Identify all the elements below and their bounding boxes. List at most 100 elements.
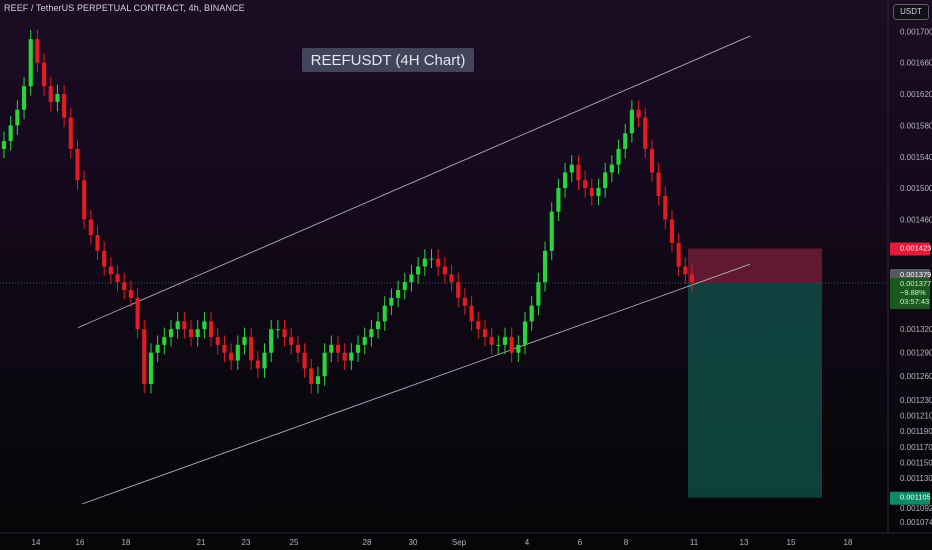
candle-body	[442, 266, 447, 275]
channel-lower-line	[81, 263, 751, 505]
candle-body	[569, 164, 574, 173]
candle-body	[429, 258, 434, 260]
candle-body	[369, 329, 374, 338]
candle-body	[389, 297, 394, 306]
candle-body	[282, 329, 287, 338]
candle-body	[108, 266, 113, 275]
take-profit-price-label-bg	[890, 491, 930, 505]
candle-body	[643, 117, 648, 149]
candle-body	[456, 282, 461, 298]
candle-body	[362, 337, 367, 345]
y-tick-label: 0.001230	[900, 396, 932, 405]
x-tick-label: 4	[525, 538, 530, 547]
x-tick-label: 18	[122, 538, 131, 547]
candle-body	[382, 305, 387, 322]
y-tick-label: 0.001260	[900, 372, 932, 381]
candle-body	[355, 344, 361, 353]
y-tick-label: 0.001500	[900, 184, 932, 193]
candle-body	[616, 148, 621, 165]
candle-body	[142, 329, 147, 385]
candle-body	[315, 376, 321, 385]
candle-body	[1, 141, 7, 149]
candle-body	[576, 164, 581, 181]
candle-body	[75, 148, 80, 181]
candle-body	[322, 352, 327, 377]
candle-body	[476, 321, 481, 330]
chart-title-box	[302, 48, 474, 72]
candle-body	[8, 125, 13, 142]
x-tick-label: 25	[290, 538, 299, 547]
candle-body	[302, 352, 307, 369]
candle-body	[148, 352, 154, 385]
x-tick-label: 13	[740, 538, 749, 547]
current-price-label-bg	[890, 277, 930, 309]
candle-body	[676, 242, 681, 267]
candle-body	[62, 94, 67, 118]
y-tick-label: 0.001092	[900, 504, 932, 513]
y-tick-label: 0.001190	[900, 427, 932, 436]
candle-body	[162, 337, 167, 345]
candle-body	[469, 305, 474, 322]
candle-body	[21, 86, 27, 110]
candle-body	[35, 39, 40, 63]
stop-loss-zone	[688, 248, 822, 283]
candle-body	[229, 352, 234, 361]
x-tick-label: 8	[624, 538, 629, 547]
candle-body	[95, 235, 100, 251]
candle-body	[589, 188, 594, 196]
candle-body	[629, 109, 634, 134]
candle-body	[82, 180, 87, 220]
candle-body	[683, 266, 688, 275]
y-tick-label: 0.001700	[900, 27, 932, 36]
candle-body	[329, 344, 334, 353]
current-price-label: 03:57:43	[900, 297, 929, 306]
candle-body	[208, 321, 214, 338]
candle-body	[155, 344, 160, 353]
candle-body	[375, 321, 381, 330]
candle-body	[242, 337, 247, 345]
candle-body	[335, 344, 341, 353]
y-tick-label: 0.001460	[900, 215, 932, 224]
candle-body	[496, 344, 501, 346]
x-tick-label: 14	[32, 538, 41, 547]
candle-body	[222, 344, 227, 353]
candle-body	[115, 274, 120, 283]
y-tick-label: 0.001130	[900, 474, 932, 483]
candle-body	[529, 305, 534, 322]
candle-body	[182, 321, 187, 330]
x-tick-label: 6	[578, 538, 583, 547]
candle-body	[175, 321, 180, 330]
candle-body	[262, 352, 267, 369]
current-price-label: −9.88%	[900, 288, 926, 297]
y-tick-label: 0.001210	[900, 411, 932, 420]
candle-body	[195, 329, 200, 338]
candle-body	[556, 188, 561, 212]
y-tick-label: 0.001540	[900, 153, 932, 162]
candle-body	[289, 337, 294, 345]
candle-body	[636, 109, 641, 118]
candle-body	[42, 62, 47, 87]
x-tick-label: 11	[690, 538, 699, 547]
candle-body	[516, 344, 521, 353]
candle-body	[202, 321, 207, 330]
y-tick-label: 0.001170	[900, 443, 932, 452]
y-tick-label: 0.001074	[900, 518, 932, 527]
candle-body	[135, 297, 140, 330]
candle-body	[188, 329, 194, 338]
candle-body	[422, 258, 427, 267]
candle-body	[522, 321, 528, 345]
currency-button[interactable]: USDT	[893, 4, 929, 20]
stop-loss-price-label: 0.001423	[900, 243, 931, 252]
y-tick-label: 0.001620	[900, 90, 932, 99]
candle-body	[349, 352, 354, 361]
x-tick-label: 23	[242, 538, 251, 547]
candle-body	[235, 344, 240, 361]
candle-body	[563, 172, 568, 189]
take-profit-price-label: 0.001105	[900, 493, 931, 502]
candle-body	[462, 297, 467, 306]
take-profit-zone	[688, 282, 822, 498]
candle-body	[603, 172, 608, 189]
chart-title: REEFUSDT (4H Chart)	[311, 52, 466, 69]
